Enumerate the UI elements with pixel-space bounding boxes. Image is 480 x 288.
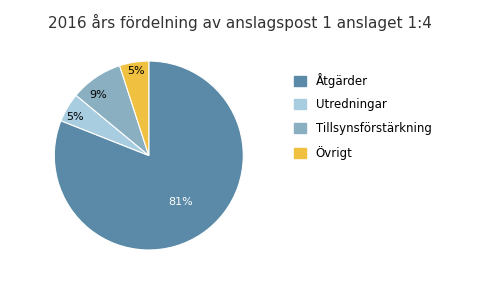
Wedge shape <box>120 61 149 156</box>
Wedge shape <box>61 95 149 156</box>
Text: 9%: 9% <box>90 90 108 100</box>
Legend: Åtgärder, Utredningar, Tillsynsförstärkning, Övrigt: Åtgärder, Utredningar, Tillsynsförstärkn… <box>294 73 432 160</box>
Text: 81%: 81% <box>168 197 193 207</box>
Wedge shape <box>54 61 243 250</box>
Text: 5%: 5% <box>127 66 145 76</box>
Wedge shape <box>76 66 149 156</box>
Text: 5%: 5% <box>66 112 84 122</box>
Text: 2016 års fördelning av anslagspost 1 anslaget 1:4: 2016 års fördelning av anslagspost 1 ans… <box>48 14 432 31</box>
